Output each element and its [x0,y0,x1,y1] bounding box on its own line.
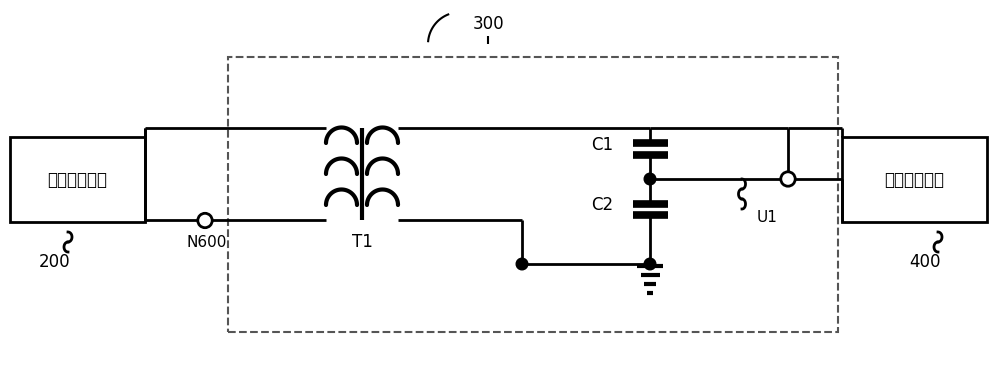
Text: U1: U1 [757,210,777,225]
Text: 200: 200 [39,253,71,271]
Circle shape [644,258,656,270]
Text: N600: N600 [187,235,227,250]
Text: 300: 300 [472,15,504,33]
Text: 输入切换模块: 输入切换模块 [48,170,108,189]
Circle shape [781,172,795,186]
FancyBboxPatch shape [842,137,987,222]
Circle shape [198,213,212,228]
FancyBboxPatch shape [10,137,145,222]
Circle shape [644,173,656,185]
Text: 全波整流模块: 全波整流模块 [885,170,944,189]
Text: 400: 400 [909,253,941,271]
Circle shape [516,258,528,270]
Text: C2: C2 [591,196,613,214]
Text: T1: T1 [352,233,372,252]
Text: C1: C1 [591,136,613,154]
